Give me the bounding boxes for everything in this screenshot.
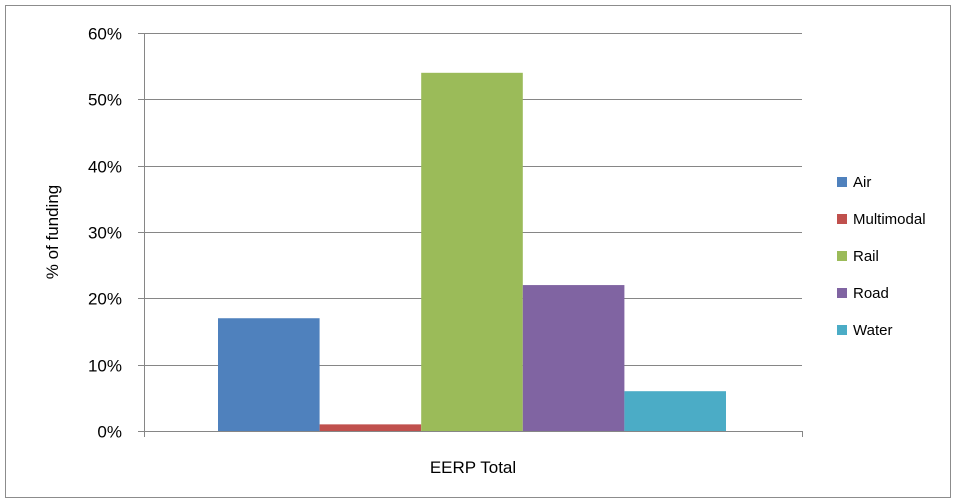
x-category-label: EERP Total [430, 458, 516, 477]
y-tick-labels: 0% 10% 20% 30% 40% 50% 60% [88, 25, 122, 442]
legend-swatch-air [837, 177, 847, 187]
bar-road [522, 285, 625, 431]
bar-water [624, 391, 726, 431]
bar-rail [421, 72, 523, 432]
legend-swatch-rail [837, 251, 847, 261]
legend-label-air: Air [853, 174, 871, 191]
bar-multimodal [319, 424, 422, 431]
legend-swatch-water [837, 325, 847, 335]
y-tick-label: 40% [88, 158, 122, 177]
legend-swatch-multimodal [837, 214, 847, 224]
y-tick-label: 0% [97, 423, 122, 442]
legend-label-water: Water [853, 322, 892, 339]
legend-swatch-road [837, 288, 847, 298]
legend-label-multimodal: Multimodal [853, 211, 926, 228]
y-tick-label: 60% [88, 25, 122, 44]
y-tick-label: 20% [88, 290, 122, 309]
y-tick-label: 10% [88, 357, 122, 376]
legend-label-road: Road [853, 285, 889, 302]
bars [218, 72, 726, 432]
axes [138, 33, 803, 437]
legend: Air Multimodal Rail Road Water [837, 174, 926, 339]
legend-label-rail: Rail [853, 248, 879, 265]
bar-air [218, 318, 320, 431]
y-axis-title: % of funding [43, 185, 62, 280]
y-tick-label: 50% [88, 91, 122, 110]
y-tick-label: 30% [88, 224, 122, 243]
